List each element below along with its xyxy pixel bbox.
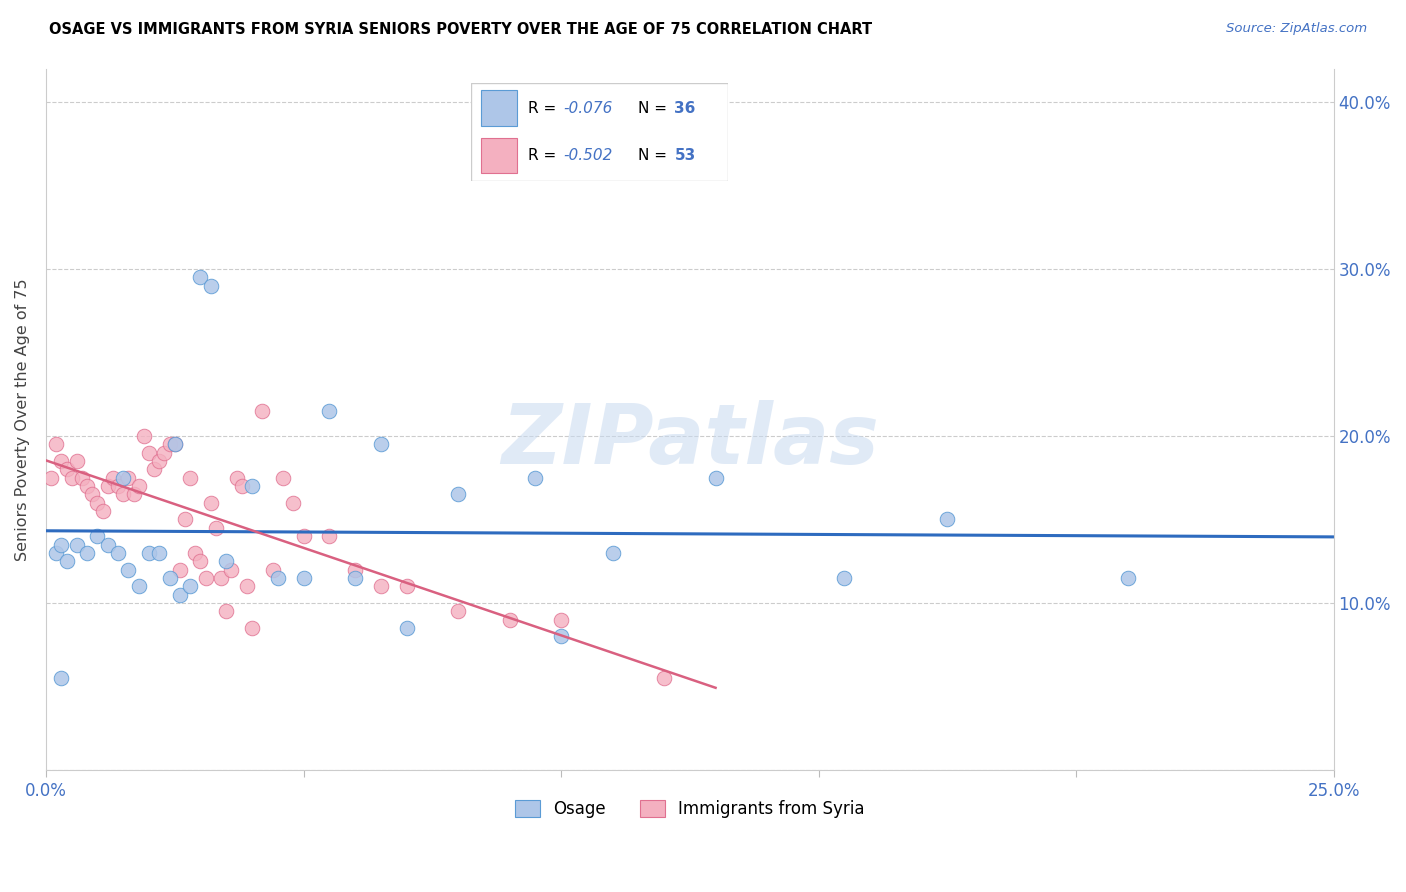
Point [138, 546, 160, 560]
Text: OSAGE VS IMMIGRANTS FROM SYRIA SENIORS POVERTY OVER THE AGE OF 75 CORRELATION CH: OSAGE VS IMMIGRANTS FROM SYRIA SENIORS P… [49, 22, 872, 37]
Point [55, 462, 77, 476]
Point [128, 479, 150, 493]
Point [122, 487, 145, 501]
Text: ZIPatlas: ZIPatlas [501, 400, 879, 481]
Point [395, 621, 418, 635]
Point [174, 512, 197, 526]
Point [179, 579, 201, 593]
Point [215, 604, 238, 618]
Point [51, 454, 73, 468]
Point [550, 629, 572, 643]
Point [55, 554, 77, 568]
Point [76, 479, 98, 493]
Point [194, 571, 217, 585]
Point [262, 563, 284, 577]
Point [132, 429, 155, 443]
Point [292, 529, 315, 543]
Point [318, 404, 340, 418]
Point [524, 471, 547, 485]
Point [86, 529, 108, 543]
Point [343, 571, 366, 585]
Point [236, 579, 259, 593]
Point [66, 454, 89, 468]
Point [45, 437, 67, 451]
Point [117, 563, 139, 577]
Point [652, 671, 675, 685]
Point [550, 613, 572, 627]
Point [153, 445, 176, 459]
Point [370, 437, 392, 451]
Point [184, 546, 207, 560]
Point [148, 454, 170, 468]
Point [292, 571, 315, 585]
Point [190, 270, 212, 285]
Point [128, 579, 150, 593]
Point [70, 471, 93, 485]
Point [45, 546, 67, 560]
Point [112, 471, 135, 485]
Point [138, 445, 160, 459]
Point [91, 504, 114, 518]
Point [82, 487, 104, 501]
Point [97, 479, 120, 493]
Point [205, 521, 228, 535]
Point [51, 671, 73, 685]
Point [1116, 571, 1139, 585]
Point [169, 588, 191, 602]
Point [117, 471, 139, 485]
Point [240, 621, 263, 635]
Point [97, 537, 120, 551]
Point [66, 537, 89, 551]
Point [221, 563, 243, 577]
Point [179, 471, 201, 485]
Point [225, 471, 247, 485]
Point [200, 278, 222, 293]
Point [834, 571, 856, 585]
Point [159, 571, 181, 585]
Point [76, 546, 98, 560]
Point [602, 546, 624, 560]
Point [107, 546, 129, 560]
Point [271, 471, 294, 485]
Point [447, 604, 470, 618]
Point [143, 462, 166, 476]
Text: Source: ZipAtlas.com: Source: ZipAtlas.com [1226, 22, 1367, 36]
Point [267, 571, 290, 585]
Point [200, 496, 222, 510]
Y-axis label: Seniors Poverty Over the Age of 75: Seniors Poverty Over the Age of 75 [15, 278, 30, 560]
Legend: Osage, Immigrants from Syria: Osage, Immigrants from Syria [509, 793, 872, 825]
Point [240, 479, 263, 493]
Point [39, 471, 62, 485]
Point [51, 537, 73, 551]
Point [395, 579, 418, 593]
Point [86, 496, 108, 510]
Point [283, 496, 305, 510]
Point [60, 471, 83, 485]
Point [169, 563, 191, 577]
Point [215, 554, 238, 568]
Point [252, 404, 274, 418]
Point [370, 579, 392, 593]
Point [209, 571, 232, 585]
Point [498, 613, 520, 627]
Point [936, 512, 959, 526]
Point [190, 554, 212, 568]
Point [159, 437, 181, 451]
Point [318, 529, 340, 543]
Point [163, 437, 186, 451]
Point [163, 437, 186, 451]
Point [704, 471, 727, 485]
Point [107, 479, 129, 493]
Point [148, 546, 170, 560]
Point [447, 487, 470, 501]
Point [112, 487, 135, 501]
Point [343, 563, 366, 577]
Point [101, 471, 124, 485]
Point [231, 479, 253, 493]
